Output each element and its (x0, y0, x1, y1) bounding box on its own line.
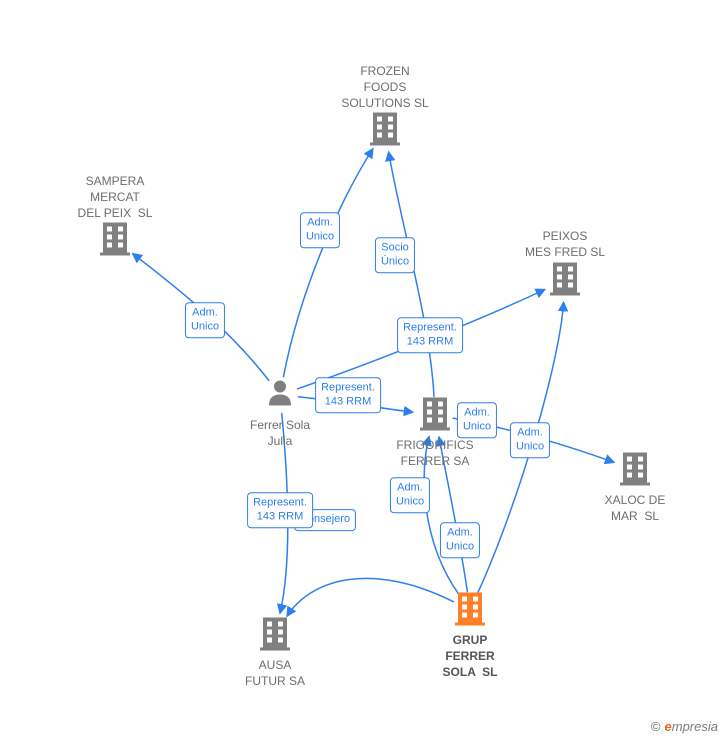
edge-label-ferrer-peixos: Represent. 143 RRM (397, 317, 463, 353)
edge-label-grup-frigo-2: Adm. Unico (390, 477, 430, 513)
node-label-ferrer: Ferrer Sola Julia (250, 417, 310, 449)
edge-label-frigo-frozen: Socio Único (375, 237, 415, 273)
edge-label-grup-ausa: Represent. 143 RRM (247, 492, 313, 528)
node-label-sampera: SAMPERA MERCAT DEL PEIX SL (78, 173, 153, 222)
node-label-peixos: PEIXOS MES FRED SL (525, 228, 605, 260)
edge-frigo-frozen (389, 152, 434, 397)
edge-label-grup-frigo: Adm. Unico (440, 522, 480, 558)
edge-ferrer-frozen (283, 149, 373, 378)
node-peixos[interactable] (546, 259, 584, 302)
node-grup[interactable] (451, 589, 489, 632)
node-label-frigo: FRIGORIFICS FERRER SA (396, 437, 473, 469)
footer-brand: © empresia (651, 719, 718, 734)
node-ausa[interactable] (256, 614, 294, 657)
edge-label-ferrer-sampera: Adm. Unico (185, 302, 225, 338)
edge-label-ferrer-frigo: Represent. 143 RRM (315, 377, 381, 413)
node-label-grup: GRUP FERRER SOLA SL (443, 632, 498, 681)
edge-label-ferrer-frozen: Adm. Unico (300, 212, 340, 248)
edge-label-grup-peixos: Adm. Unico (457, 402, 497, 438)
node-xaloc[interactable] (616, 449, 654, 492)
edge-grup-ausa (287, 578, 454, 616)
node-label-frozen: FROZEN FOODS SOLUTIONS SL (341, 63, 428, 112)
node-ferrer[interactable] (265, 378, 295, 413)
copyright-symbol: © (651, 719, 661, 734)
node-label-xaloc: XALOC DE MAR SL (605, 492, 666, 524)
node-label-ausa: AUSA FUTUR SA (245, 657, 305, 689)
brand-name: empresia (665, 719, 718, 734)
node-sampera[interactable] (96, 219, 134, 262)
node-frigo[interactable] (416, 394, 454, 437)
node-frozen[interactable] (366, 109, 404, 152)
edge-label-frigo-xaloc: Adm. Unico (510, 422, 550, 458)
